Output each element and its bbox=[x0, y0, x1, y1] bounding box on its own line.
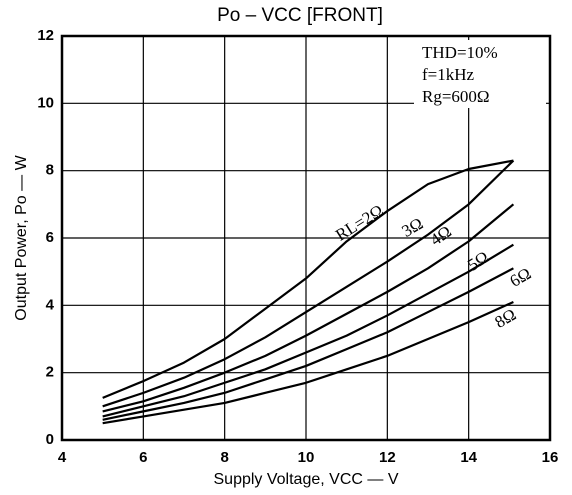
series-line bbox=[102, 267, 514, 421]
y-tick-label: 4 bbox=[46, 296, 55, 313]
x-tick-label: 14 bbox=[460, 449, 477, 466]
x-tick-label: 10 bbox=[298, 449, 315, 466]
series-line bbox=[102, 300, 514, 425]
x-tick-label: 8 bbox=[220, 449, 228, 466]
annotation: f=1kHz bbox=[422, 65, 475, 84]
series-label: 6Ω bbox=[506, 264, 534, 291]
x-tick-label: 6 bbox=[139, 449, 147, 466]
x-tick-label: 4 bbox=[58, 449, 67, 466]
y-tick-label: 12 bbox=[37, 27, 54, 44]
y-axis-label: Output Power, Po — W bbox=[13, 154, 30, 320]
annotation-box bbox=[414, 40, 546, 108]
y-tick-label: 6 bbox=[46, 229, 54, 246]
x-tick-label: 16 bbox=[542, 449, 559, 466]
plot-frame bbox=[60, 34, 552, 442]
annotation: THD=10% bbox=[422, 43, 498, 62]
y-tick-label: 0 bbox=[46, 431, 54, 448]
series-line bbox=[102, 159, 515, 408]
y-tick-label: 2 bbox=[46, 364, 54, 381]
x-tick-label: 12 bbox=[379, 449, 396, 466]
series-label: 4Ω bbox=[427, 222, 455, 250]
chart-title: Po – VCC [FRONT] bbox=[217, 5, 383, 26]
annotation: Rg=600Ω bbox=[422, 87, 490, 106]
x-axis-label: Supply Voltage, VCC — V bbox=[214, 471, 399, 488]
series-line bbox=[102, 159, 514, 399]
y-tick-label: 10 bbox=[37, 94, 54, 111]
series-label: 3Ω bbox=[398, 214, 426, 241]
series-line bbox=[102, 203, 515, 413]
series-line bbox=[102, 243, 514, 418]
y-tick-label: 8 bbox=[46, 162, 54, 179]
